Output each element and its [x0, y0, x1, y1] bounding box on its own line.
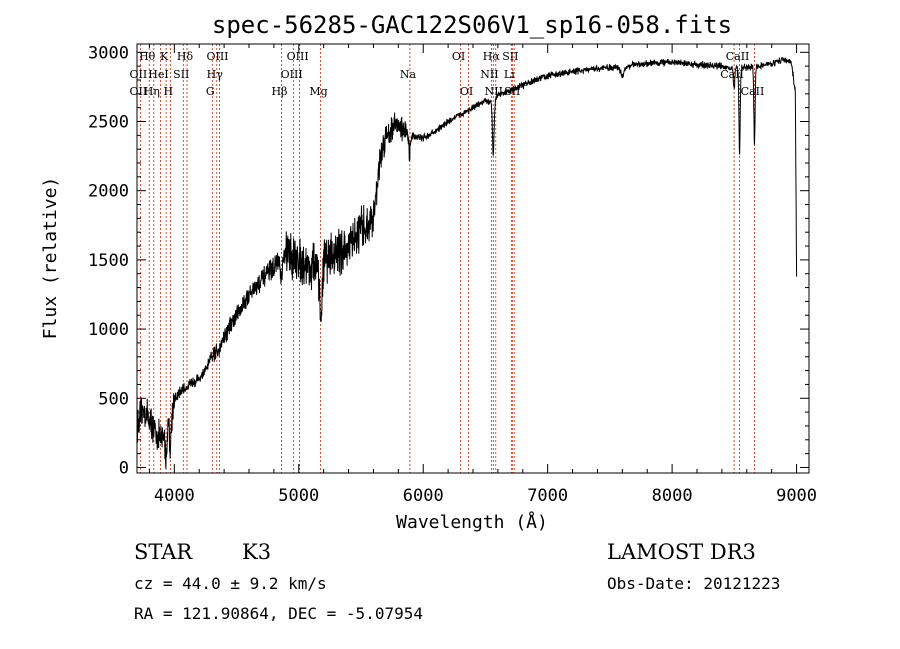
line-label: K: [160, 50, 169, 63]
line-markers: [139, 44, 755, 473]
x-tick-label: 8000: [652, 486, 693, 506]
line-label: CaII: [726, 50, 750, 63]
line-label: OI: [460, 85, 473, 98]
y-tick-label: 1000: [88, 320, 129, 340]
line-label: OIII: [206, 50, 228, 63]
y-tick-label: 2500: [88, 112, 129, 132]
spectrum-line: [136, 57, 798, 469]
line-label: NII: [480, 68, 498, 81]
line-label: OI: [452, 50, 465, 63]
y-axis-ticks: 0 500 1000 1500 2000 2500 3000: [88, 43, 809, 478]
coordinates-label: RA = 121.90864, DEC = -5.07954: [134, 604, 423, 623]
line-label: CaII: [741, 85, 765, 98]
line-label: HeI: [148, 68, 168, 81]
line-label: SII: [502, 50, 518, 63]
x-tick-label: 4000: [154, 486, 195, 506]
line-label: Hγ: [207, 68, 224, 81]
y-tick-label: 3000: [88, 43, 129, 63]
survey-label: LAMOST DR3: [607, 540, 756, 564]
line-label: Li: [504, 68, 515, 81]
y-tick-label: 1500: [88, 251, 129, 271]
line-label: Hθ: [139, 50, 156, 63]
x-axis-label: Wavelength (Å): [396, 511, 548, 533]
x-tick-label: 5000: [278, 486, 319, 506]
line-label: Na: [400, 68, 417, 81]
line-label: Hβ: [272, 85, 288, 98]
line-label: G: [206, 85, 215, 98]
line-label: OII: [130, 85, 148, 98]
line-label: OIII: [287, 50, 309, 63]
redshift-label: cz = 44.0 ± 9.2 km/s: [134, 574, 327, 593]
line-label: Hα: [483, 50, 501, 63]
line-label: Hη: [144, 85, 160, 98]
y-tick-label: 0: [119, 458, 129, 478]
subclass-label: K3: [242, 540, 272, 564]
line-label: SII: [173, 68, 189, 81]
x-tick-label: 7000: [527, 486, 568, 506]
x-tick-label: 6000: [403, 486, 444, 506]
y-tick-label: 2000: [88, 182, 129, 202]
line-label: OIII: [281, 68, 303, 81]
line-label: Hδ: [177, 50, 194, 63]
y-axis-label: Flux (relative): [40, 177, 61, 340]
line-label: Mg: [309, 85, 327, 98]
line-label: OII: [130, 68, 148, 81]
chart-title: spec-56285-GAC122S06V1_sp16-058.fits: [212, 11, 732, 39]
class-label: STAR: [134, 540, 193, 564]
line-label: H: [164, 85, 174, 98]
obs-date-label: Obs-Date: 20121223: [607, 574, 781, 593]
x-tick-label: 9000: [776, 486, 817, 506]
y-tick-label: 500: [98, 389, 129, 409]
x-axis-ticks: 4000 5000 6000 7000 8000 9000: [148, 44, 817, 506]
